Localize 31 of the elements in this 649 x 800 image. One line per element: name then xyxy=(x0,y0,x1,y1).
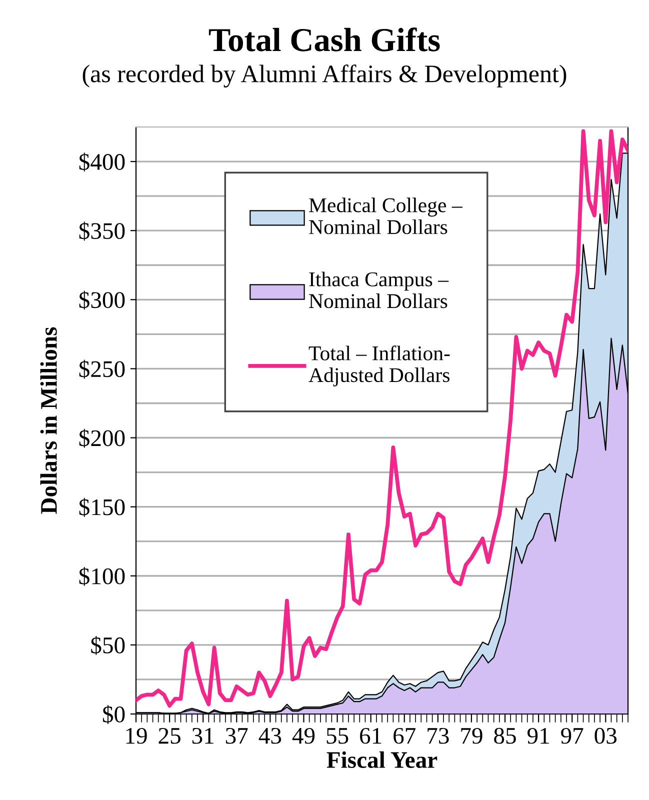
x-tick-label: 61 xyxy=(360,728,382,744)
y-tick-label: $0 xyxy=(102,705,125,724)
x-tick-label: 67 xyxy=(394,728,416,744)
y-tick-label: $400 xyxy=(79,152,125,172)
legend-label: Medical College – Nominal Dollars xyxy=(309,198,463,234)
x-tick-label: 85 xyxy=(494,728,516,744)
legend-label: Ithaca Campus – Nominal Dollars xyxy=(309,272,449,308)
x-tick-label: 43 xyxy=(258,728,282,744)
x-tick-label: 79 xyxy=(461,728,482,744)
y-tick-label: $300 xyxy=(79,290,125,310)
y-tick-label: $200 xyxy=(79,428,125,448)
chart-subtitle: (as recorded by Alumni Affairs & Development) xyxy=(82,64,566,88)
y-tick-label: $250 xyxy=(79,360,125,379)
x-axis-title: Fiscal Year xyxy=(326,751,438,768)
x-tick-label: 37 xyxy=(226,728,248,744)
x-tick-label: 03 xyxy=(594,728,617,744)
chart-title: Total Cash Gifts xyxy=(208,28,440,52)
y-tick-label: $100 xyxy=(79,566,125,586)
x-tick-label: 31 xyxy=(192,728,214,744)
y-tick-label: $150 xyxy=(79,498,125,517)
x-tick-label: 19 xyxy=(126,728,147,744)
legend-label: Total – Inflation- Adjusted Dollars xyxy=(308,346,450,386)
x-tick-label: 49 xyxy=(292,728,315,744)
x-tick-label: 55 xyxy=(326,728,348,744)
y-axis-title: Dollars in Millions xyxy=(40,327,57,514)
y-tick-label: $50 xyxy=(91,636,125,655)
x-tick-label: 25 xyxy=(158,728,180,744)
y-tick-label: $350 xyxy=(79,222,125,241)
x-tick-label: 73 xyxy=(428,728,449,744)
x-tick-label: 91 xyxy=(528,728,549,744)
x-tick-label: 97 xyxy=(561,728,584,744)
